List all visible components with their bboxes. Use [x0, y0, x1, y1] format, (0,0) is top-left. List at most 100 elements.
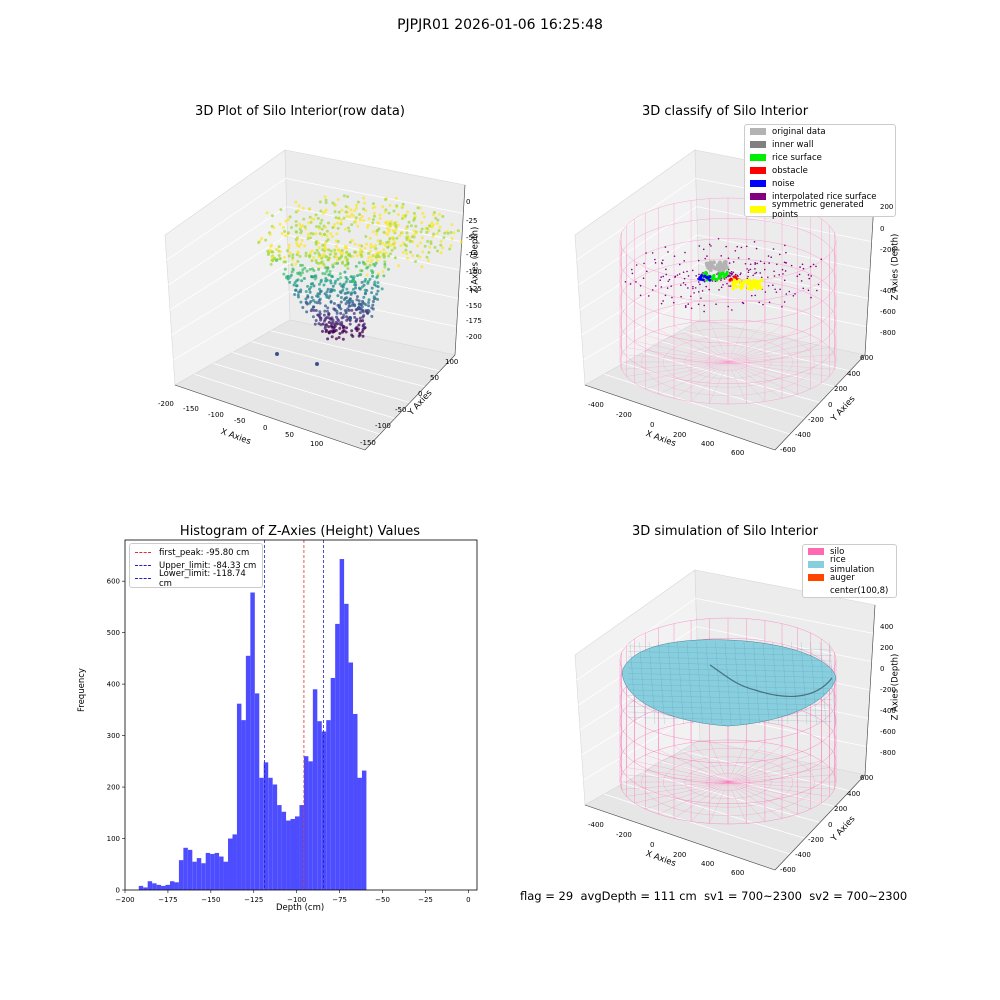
x-tick-label: −25: [418, 896, 433, 904]
interpolated-point: [694, 287, 697, 289]
grid-line: [194, 373, 381, 435]
original-point: [704, 261, 709, 266]
surface-mesh-line: [791, 641, 798, 725]
scatter-point: [383, 262, 387, 266]
scatter-point: [388, 222, 392, 226]
scatter-point: [286, 231, 290, 235]
scatter-point: [296, 259, 300, 263]
histogram-bar: [192, 861, 197, 890]
silo-floor-spoke: [621, 774, 729, 783]
scatter-point: [406, 234, 410, 238]
p1-ytick: 100: [445, 358, 459, 366]
silo-floor-spoke: [645, 334, 729, 363]
silo-floor-spoke: [727, 361, 783, 399]
histogram-vlines: [264, 540, 325, 890]
original-point: [711, 260, 716, 265]
scatter-point: [353, 315, 357, 319]
scatter-point: [367, 298, 371, 302]
interpolated-point: [746, 277, 749, 280]
scatter-point: [364, 234, 368, 238]
scatter-point: [361, 319, 365, 323]
scatter-point: [383, 243, 387, 247]
scatter-point: [376, 253, 380, 257]
scatter-point: [338, 282, 342, 286]
interpolated-point: [651, 289, 654, 291]
interpolated-point: [635, 264, 638, 266]
noise-point: [699, 277, 703, 281]
scatter-point: [322, 319, 326, 323]
scatter-point: [304, 297, 308, 301]
scatter-point: [344, 255, 348, 259]
interpolated-point: [639, 294, 642, 297]
scatter-point: [366, 265, 370, 269]
scatter-point: [315, 362, 319, 366]
scatter-point: [274, 258, 278, 262]
interpolated-point: [796, 275, 799, 278]
silo-floor-spoke: [727, 329, 798, 363]
legend-label: Lower_limit: -118.74 cm: [159, 568, 246, 589]
scatter-point: [310, 217, 314, 221]
scatter-point: [329, 232, 333, 236]
panel-4-legend: silo rice simulation auger center(100,8): [802, 544, 897, 598]
scatter-point: [324, 201, 328, 205]
scatter-point: [394, 223, 398, 227]
scatter-point: [301, 268, 305, 272]
scatter-point: [367, 301, 371, 305]
scatter-point: [432, 232, 436, 236]
x-tick-label: −75: [332, 896, 347, 904]
grid-line: [661, 341, 836, 388]
scatter-point: [270, 214, 274, 218]
scatter-point: [384, 208, 388, 212]
scatter-point: [371, 230, 375, 234]
silo-floor-spoke: [727, 361, 830, 377]
scatter-point: [433, 245, 437, 249]
interpolated-point: [668, 278, 671, 281]
scatter-point: [441, 246, 445, 250]
scatter-point: [335, 311, 339, 315]
scatter-point: [452, 231, 456, 235]
scatter-point: [326, 287, 330, 291]
legend-label: symmetric generated points: [772, 199, 864, 220]
scatter-point: [412, 211, 416, 215]
scatter-point: [351, 287, 355, 291]
histogram-bar: [214, 852, 220, 890]
scatter-point: [372, 297, 376, 301]
interpolated-point: [802, 287, 805, 290]
scatter-point: [412, 233, 416, 237]
scatter-point: [393, 240, 397, 244]
y-tick-label: 0: [116, 887, 120, 895]
figure-title: PJPJR01 2026-01-06 16:25:48: [397, 17, 603, 33]
interpolated-point: [778, 274, 780, 276]
scatter-point: [305, 310, 309, 314]
scatter-point: [323, 272, 327, 276]
silo-floor-spoke: [727, 361, 835, 370]
original-point: [721, 268, 726, 273]
scatter-point: [295, 243, 299, 247]
scatter-point: [415, 254, 419, 258]
silo-floor-ring: [641, 328, 815, 396]
p4-ztick: -600: [880, 728, 896, 736]
flag-value: flag = 29: [520, 889, 574, 903]
interpolated-point: [678, 273, 681, 275]
scatter-point: [327, 296, 331, 300]
histogram-bar: [272, 784, 278, 890]
scatter-point: [358, 316, 362, 320]
scatter-point: [384, 251, 388, 255]
obstacle-point: [734, 276, 738, 280]
interpolated-point: [692, 287, 694, 290]
scatter-point: [432, 210, 436, 214]
histogram-bar: [201, 863, 206, 890]
scatter-point: [325, 234, 329, 238]
interpolated-point: [624, 281, 627, 283]
scatter-point: [303, 266, 307, 270]
panel-3-xlabel: Depth (cm): [276, 903, 325, 913]
scatter-point: [329, 288, 333, 292]
interpolated-point: [772, 248, 775, 250]
interpolated-point: [767, 276, 769, 279]
scatter-point: [448, 247, 452, 251]
original-point: [707, 265, 712, 270]
interpolated-point: [799, 266, 801, 268]
p2-xtick: 400: [701, 440, 715, 448]
histogram-bar: [353, 713, 358, 890]
silo-floor-spoke: [709, 740, 729, 783]
